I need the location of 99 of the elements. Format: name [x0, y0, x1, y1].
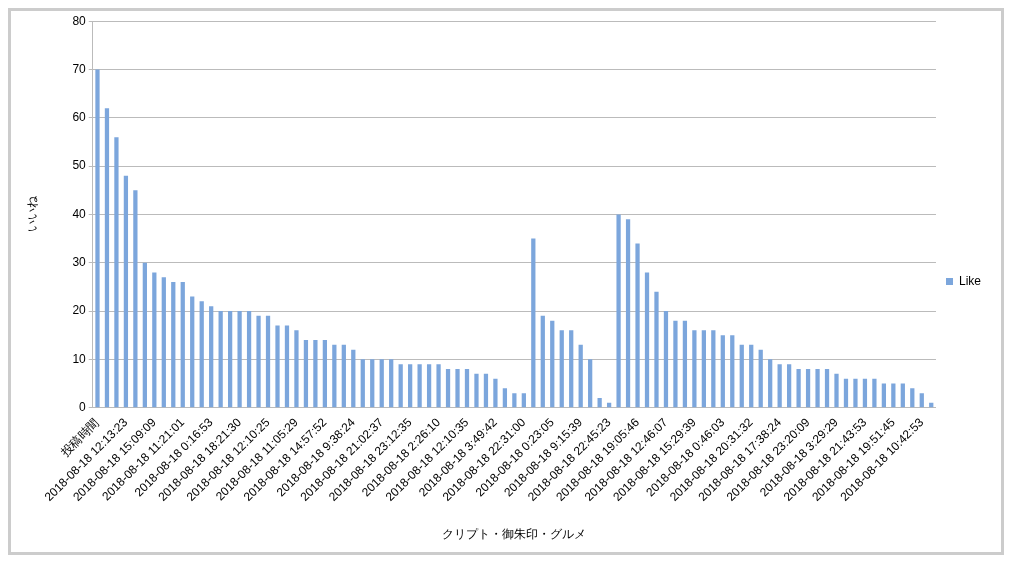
bar — [711, 330, 716, 408]
bar — [739, 344, 744, 408]
bar — [284, 325, 290, 408]
bar — [199, 301, 204, 408]
bar — [474, 373, 479, 408]
bar — [445, 368, 451, 408]
y-tick-label: 30 — [72, 255, 87, 270]
bar — [389, 359, 394, 408]
bar — [531, 238, 536, 408]
bar — [550, 320, 555, 408]
bar — [578, 344, 583, 408]
bar — [246, 311, 252, 408]
bar — [701, 330, 706, 408]
bar — [332, 344, 337, 408]
bar — [322, 340, 328, 408]
bar — [720, 335, 725, 408]
bar — [426, 364, 432, 408]
bar — [805, 368, 811, 408]
bar — [190, 296, 195, 408]
bar — [417, 364, 422, 408]
bar — [436, 364, 441, 408]
bar — [370, 359, 375, 408]
bar — [209, 306, 214, 408]
bar — [834, 373, 839, 408]
bar — [796, 368, 801, 408]
legend-label: Like — [958, 273, 982, 288]
bar — [872, 378, 877, 408]
bar — [512, 393, 517, 408]
bar — [218, 311, 223, 408]
bar — [625, 219, 631, 408]
bar — [787, 364, 792, 408]
bar — [616, 214, 621, 408]
bar — [133, 190, 138, 408]
y-tick-label: 50 — [72, 158, 87, 173]
bar — [341, 344, 346, 408]
y-axis-title: いいね — [24, 195, 39, 233]
bar — [464, 368, 470, 408]
bar — [502, 388, 508, 408]
bar — [123, 175, 129, 408]
bar — [313, 340, 318, 408]
bar — [673, 320, 678, 408]
bar — [843, 378, 849, 408]
bar — [379, 359, 384, 408]
bar — [540, 315, 545, 408]
bar — [597, 397, 602, 408]
bar — [95, 69, 100, 408]
bar — [644, 272, 650, 408]
bar — [171, 282, 176, 408]
bar — [180, 282, 185, 408]
y-tick-label: 40 — [72, 206, 87, 221]
bar — [275, 325, 280, 408]
bar — [635, 243, 640, 408]
bar — [919, 393, 924, 408]
bar — [142, 262, 147, 408]
bar — [265, 315, 271, 408]
bar — [228, 311, 233, 408]
bar — [768, 359, 773, 408]
bar — [910, 388, 915, 408]
bar — [730, 335, 735, 408]
bar — [294, 330, 299, 408]
bar — [758, 349, 763, 408]
bar — [881, 383, 887, 408]
bar — [104, 108, 110, 408]
bar — [493, 378, 498, 408]
bar — [815, 368, 820, 408]
bar — [483, 373, 489, 408]
bar — [161, 277, 166, 408]
bar — [455, 368, 460, 408]
bar — [569, 330, 574, 408]
bar — [303, 340, 309, 408]
bar — [900, 383, 905, 408]
x-axis-title: クリプト・御朱印・グルメ — [442, 527, 587, 542]
bar — [398, 364, 403, 408]
bar — [152, 272, 157, 408]
bar — [654, 291, 659, 408]
bar — [559, 330, 564, 408]
bar — [588, 359, 593, 408]
y-tick-label: 70 — [72, 61, 87, 76]
bar — [777, 364, 782, 408]
bar — [692, 330, 697, 408]
bar — [663, 311, 669, 408]
y-tick-label: 60 — [72, 110, 87, 125]
bar — [521, 393, 526, 408]
bar — [682, 320, 688, 408]
y-tick-label: 10 — [72, 351, 87, 366]
bar — [749, 344, 754, 408]
bar — [256, 315, 261, 408]
bar — [891, 383, 896, 408]
bar — [408, 364, 413, 408]
y-tick-label: 20 — [72, 303, 87, 318]
bar — [237, 311, 242, 408]
y-tick-label: 80 — [72, 13, 87, 28]
bar — [853, 378, 858, 408]
bar — [351, 349, 356, 408]
bar — [824, 368, 830, 408]
bar — [862, 378, 868, 408]
bar — [114, 137, 119, 408]
y-tick-label: 0 — [79, 399, 87, 414]
bar — [360, 359, 365, 408]
